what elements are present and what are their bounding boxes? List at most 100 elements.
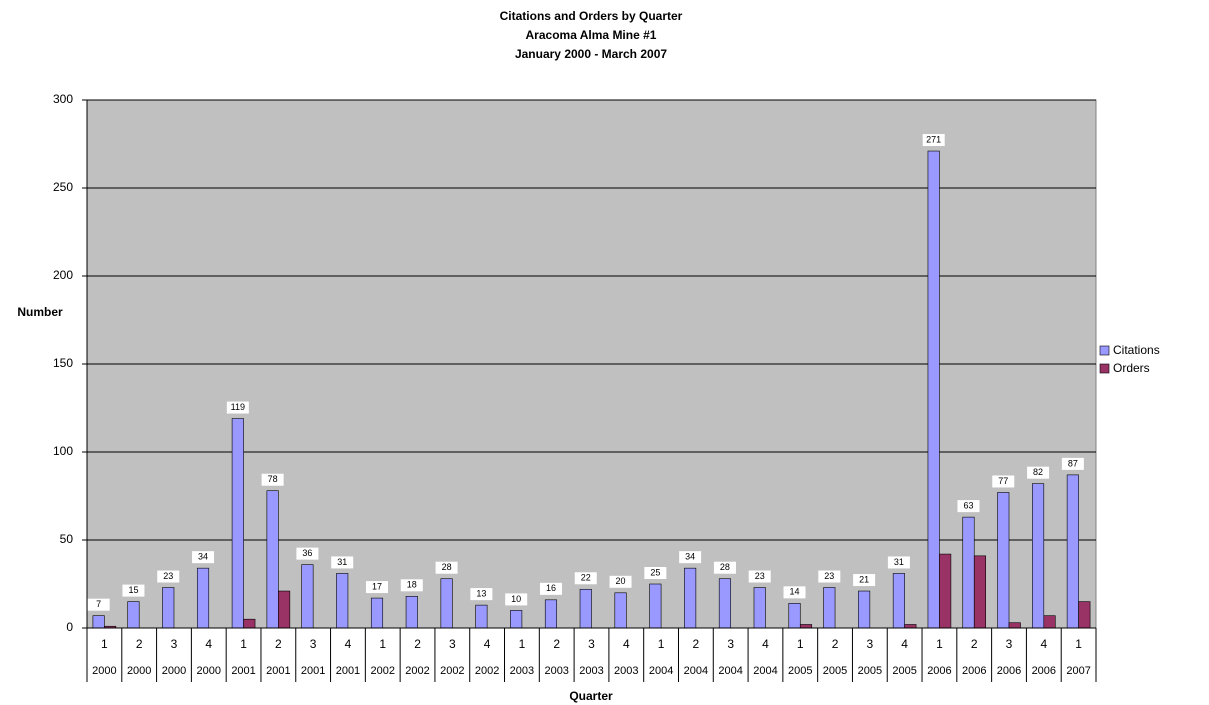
x-group-label: 2003 (614, 665, 638, 677)
data-label: 23 (755, 571, 765, 581)
data-label: 25 (650, 567, 660, 577)
bar (684, 567, 697, 629)
data-label-bg (261, 473, 284, 486)
x-group-label: 2006 (962, 665, 986, 677)
data-label: 82 (1033, 467, 1043, 477)
bar (231, 418, 244, 629)
x-tick-label: 2 (136, 637, 143, 651)
x-tick-label: 1 (936, 637, 943, 651)
x-group-label: 2006 (997, 665, 1021, 677)
bar (92, 615, 105, 629)
x-tick-label: 4 (623, 637, 630, 651)
y-tick-label: 0 (66, 620, 73, 634)
x-group-label: 2005 (892, 665, 916, 677)
bar (510, 610, 523, 629)
x-tick-label: 4 (1040, 637, 1047, 651)
x-axis-label: Quarter (569, 689, 613, 703)
data-label: 16 (546, 583, 556, 593)
x-tick-label: 3 (727, 637, 734, 651)
y-tick-label: 200 (53, 268, 73, 282)
y-tick-label: 250 (53, 180, 73, 194)
x-group-label: 2001 (231, 665, 255, 677)
data-label: 13 (476, 588, 486, 598)
data-label-bg (713, 561, 736, 574)
data-label-bg (400, 579, 423, 592)
x-tick-label: 3 (310, 637, 317, 651)
x-group-label: 2001 (266, 665, 290, 677)
x-group-label: 2003 (510, 665, 534, 677)
x-group-label: 2000 (92, 665, 116, 677)
x-tick-label: 3 (449, 637, 456, 651)
data-label-bg (679, 551, 702, 564)
x-group-label: 2006 (1032, 665, 1056, 677)
bar (196, 567, 210, 629)
x-group-label: 2002 (405, 665, 429, 677)
x-tick-label: 4 (345, 637, 352, 651)
x-group-label: 2000 (127, 665, 151, 677)
bar (649, 583, 662, 629)
data-label-bg (226, 401, 249, 414)
data-label: 14 (790, 587, 800, 597)
x-group-label: 2005 (823, 665, 847, 677)
data-label: 10 (511, 594, 521, 604)
data-label-bg (366, 581, 389, 594)
data-label-bg (574, 572, 597, 585)
bar (892, 573, 905, 629)
data-label: 31 (894, 557, 904, 567)
data-label-bg (887, 556, 910, 569)
data-label-bg (157, 570, 180, 583)
x-tick-label: 2 (971, 637, 978, 651)
x-group-label: 2000 (162, 665, 186, 677)
data-label-bg (957, 500, 980, 513)
data-label: 78 (268, 474, 278, 484)
y-tick-label: 300 (53, 92, 73, 106)
bar (858, 590, 871, 629)
bar (939, 553, 952, 629)
data-label-bg (122, 584, 145, 597)
data-label-bg (818, 570, 841, 583)
data-label: 63 (963, 500, 973, 510)
bar (162, 587, 175, 629)
bar (927, 150, 940, 629)
data-label: 119 (231, 402, 245, 412)
x-group-label: 2001 (336, 665, 360, 677)
data-label: 21 (859, 574, 869, 584)
bar (278, 590, 291, 629)
x-tick-label: 3 (171, 637, 178, 651)
bar (973, 555, 987, 629)
bar (301, 564, 314, 629)
x-group-label: 2000 (197, 665, 221, 677)
data-label-bg (853, 574, 876, 587)
x-tick-label: 1 (101, 637, 108, 651)
data-label: 17 (372, 581, 382, 591)
bar (1043, 615, 1056, 629)
x-tick-label: 1 (240, 637, 247, 651)
x-tick-label: 2 (553, 637, 560, 651)
bar (336, 573, 349, 629)
data-label: 28 (442, 562, 452, 572)
data-label-bg (539, 582, 562, 595)
data-label: 34 (198, 552, 208, 562)
x-tick-label: 2 (275, 637, 282, 651)
data-label-bg (1027, 466, 1050, 479)
x-tick-label: 3 (588, 637, 595, 651)
x-group-label: 2004 (753, 665, 777, 677)
data-label-bg (992, 475, 1015, 488)
bar (1008, 622, 1021, 629)
data-label-bg (783, 586, 806, 599)
chart-subtitle: January 2000 - March 2007 (515, 47, 667, 61)
x-tick-label: 4 (762, 637, 769, 651)
data-label-bg (331, 556, 354, 569)
data-label-bg (87, 598, 110, 611)
data-label: 18 (407, 580, 417, 590)
data-label-bg (609, 575, 632, 588)
bar (544, 599, 558, 629)
data-label-bg (470, 588, 493, 601)
data-label: 7 (96, 599, 101, 609)
y-tick-label: 150 (53, 356, 73, 370)
x-group-label: 2006 (927, 665, 951, 677)
legend-label: Orders (1113, 361, 1150, 375)
data-label: 87 (1068, 458, 1078, 468)
legend-swatch (1099, 345, 1110, 356)
